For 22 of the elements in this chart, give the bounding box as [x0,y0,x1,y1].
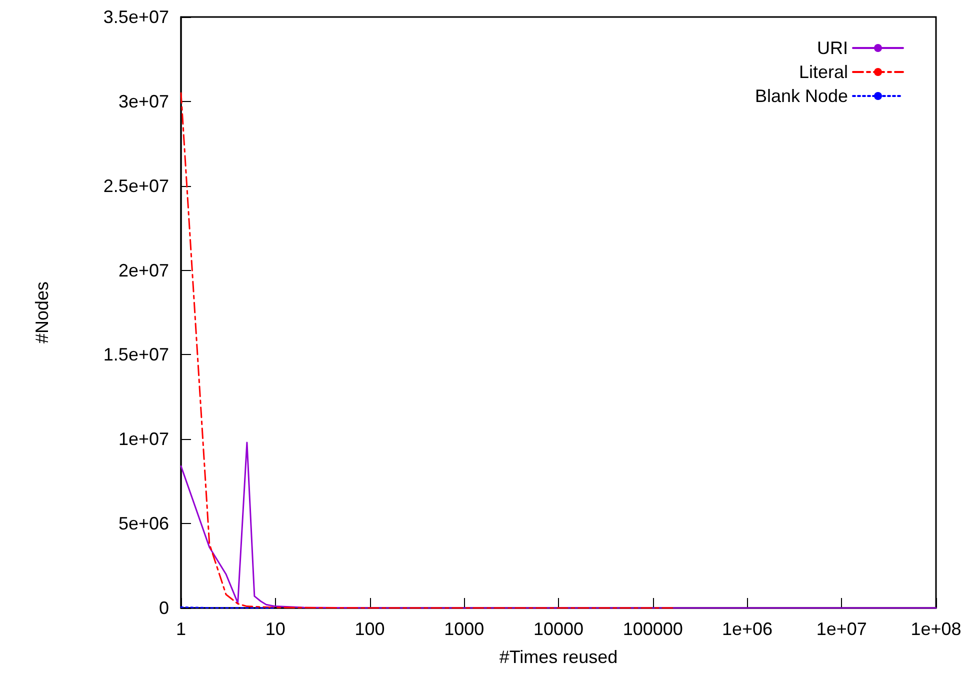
x-tick-label: 100000 [622,619,683,639]
y-tick-label: 0 [158,598,169,618]
y-tick-label: 1.5e+07 [103,344,169,365]
y-tick-label: 3.5e+07 [103,7,169,27]
x-tick-label: 100 [354,619,385,639]
legend-label: Literal [798,62,848,82]
y-tick-label: 3e+07 [118,91,169,112]
legend-label: Blank Node [754,86,848,106]
x-tick-label: 1e+08 [910,619,962,639]
x-axis-title: #Times reused [499,647,618,667]
y-tick-label: 5e+06 [118,514,169,534]
y-tick-label: 2.5e+07 [103,176,169,196]
legend-label: URI [817,38,848,58]
x-tick-label: 1000 [444,619,484,639]
x-tick-label: 1e+07 [816,619,867,639]
y-tick-label: 1e+07 [118,429,169,450]
y-axis-title: #Nodes [32,281,52,344]
x-tick-label: 10 [265,619,286,639]
x-tick-label: 10000 [533,619,584,639]
x-tick-label: 1e+06 [722,619,773,639]
x-tick-label: 1 [176,619,186,639]
y-tick-label: 2e+07 [118,260,169,280]
